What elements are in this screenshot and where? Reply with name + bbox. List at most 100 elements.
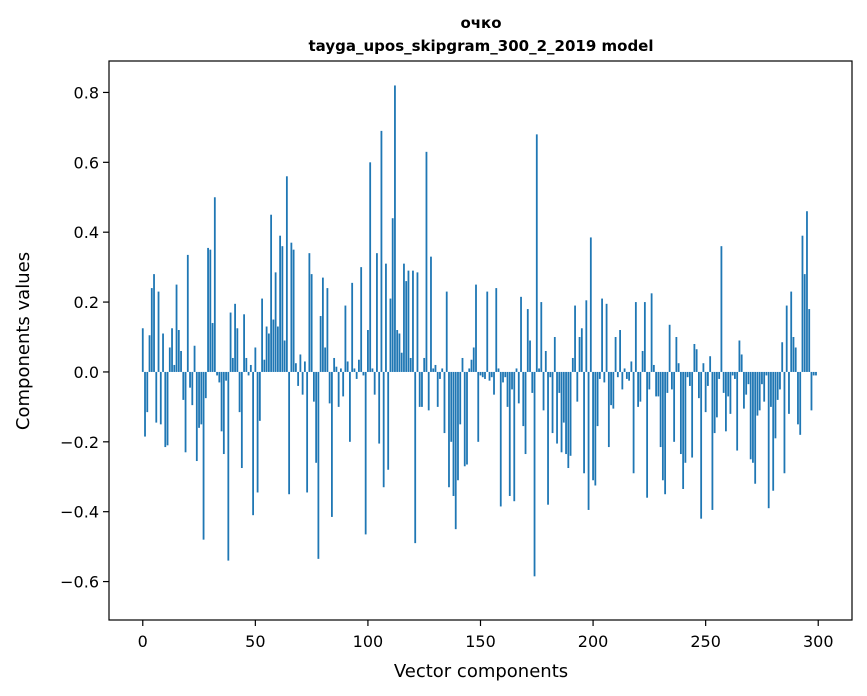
bar-287	[788, 371, 790, 414]
bar-147	[472, 347, 475, 372]
bar-134	[443, 371, 446, 434]
bar-109	[387, 371, 390, 470]
bar-34	[218, 371, 221, 383]
bar-50	[254, 347, 257, 372]
bar-224	[646, 371, 649, 498]
x-tick-label: 250	[690, 632, 721, 651]
bar-202	[596, 371, 599, 427]
bar-4	[150, 288, 153, 372]
bar-58	[272, 319, 275, 372]
x-tick-label: 100	[353, 632, 384, 651]
bar-104	[376, 253, 378, 372]
bar-60	[276, 326, 279, 372]
bar-253	[711, 371, 714, 510]
bar-171	[526, 309, 529, 372]
bar-183	[553, 337, 556, 372]
bar-24	[195, 371, 198, 462]
bar-84	[331, 371, 333, 517]
bar-72	[303, 361, 306, 372]
bar-105	[378, 371, 381, 444]
y-axis-label: Components values	[13, 252, 34, 430]
bar-217	[630, 361, 633, 372]
bar-114	[398, 333, 401, 372]
bar-244	[691, 371, 694, 458]
bar-110	[389, 298, 392, 372]
bar-51	[256, 371, 259, 493]
bar-122	[416, 272, 419, 372]
bar-186	[560, 371, 563, 453]
bar-192	[574, 305, 576, 372]
bar-293	[801, 235, 804, 372]
bar-74	[308, 253, 311, 372]
bar-141	[459, 371, 462, 425]
bar-19	[184, 371, 187, 453]
x-tick-label: 0	[138, 632, 148, 651]
bar-152	[484, 371, 486, 379]
bar-36	[222, 371, 225, 455]
bar-137	[450, 371, 453, 442]
x-tick-label: 50	[245, 632, 265, 651]
x-axis-ticks: 0 50 100 150 200 250 300	[138, 620, 834, 651]
bar-189	[567, 371, 570, 469]
bar-8	[159, 371, 162, 425]
bar-79	[319, 316, 322, 372]
bar-176	[538, 368, 540, 372]
bar-46	[245, 357, 248, 372]
bar-101	[369, 162, 372, 372]
bar-16	[177, 330, 180, 372]
bar-190	[569, 371, 572, 456]
bar-103	[373, 371, 376, 395]
bar-12	[168, 347, 171, 372]
bar-250	[704, 371, 707, 413]
bar-286	[785, 305, 788, 372]
bar-227	[652, 364, 655, 372]
y-tick-label: 0.2	[74, 293, 99, 312]
bar-168	[520, 296, 522, 372]
bar-45	[243, 314, 245, 372]
bar-205	[603, 371, 606, 383]
bar-291	[797, 371, 799, 425]
bar-275	[761, 371, 763, 385]
bar-26	[200, 371, 203, 425]
bar-221	[639, 371, 642, 402]
bar-284	[781, 342, 784, 372]
bar-149	[477, 371, 480, 442]
bar-21	[189, 371, 191, 388]
bar-260	[727, 371, 730, 397]
bar-279	[770, 371, 772, 407]
bar-238	[677, 363, 680, 372]
bar-181	[549, 371, 552, 378]
bar-197	[585, 300, 588, 372]
bar-264	[736, 371, 739, 451]
bar-65	[288, 371, 291, 495]
bar-209	[612, 371, 615, 409]
bar-100	[367, 330, 369, 372]
bar-66	[290, 242, 293, 372]
bar-64	[285, 176, 288, 372]
bar-82	[326, 288, 329, 372]
y-tick-label: 0.6	[74, 153, 99, 172]
bar-150	[479, 371, 482, 376]
bar-52	[258, 371, 261, 421]
bar-139	[454, 371, 457, 530]
bar-106	[380, 130, 383, 372]
bar-213	[621, 371, 624, 390]
bar-97	[360, 267, 363, 372]
bar-191	[571, 357, 574, 372]
bar-184	[556, 371, 558, 444]
bar-285	[783, 371, 786, 474]
bar-207	[607, 371, 610, 448]
bar-270	[749, 371, 752, 460]
bar-29	[207, 247, 209, 372]
bar-145	[468, 368, 471, 372]
bar-98	[362, 371, 365, 376]
bar-44	[240, 371, 243, 469]
bar-38	[227, 371, 230, 561]
bar-94	[353, 368, 356, 372]
bar-23	[193, 345, 196, 372]
bar-295	[806, 211, 808, 372]
bar-226	[650, 293, 653, 372]
bar-148	[475, 284, 477, 372]
bar-219	[634, 302, 637, 372]
bar-161	[504, 371, 507, 378]
